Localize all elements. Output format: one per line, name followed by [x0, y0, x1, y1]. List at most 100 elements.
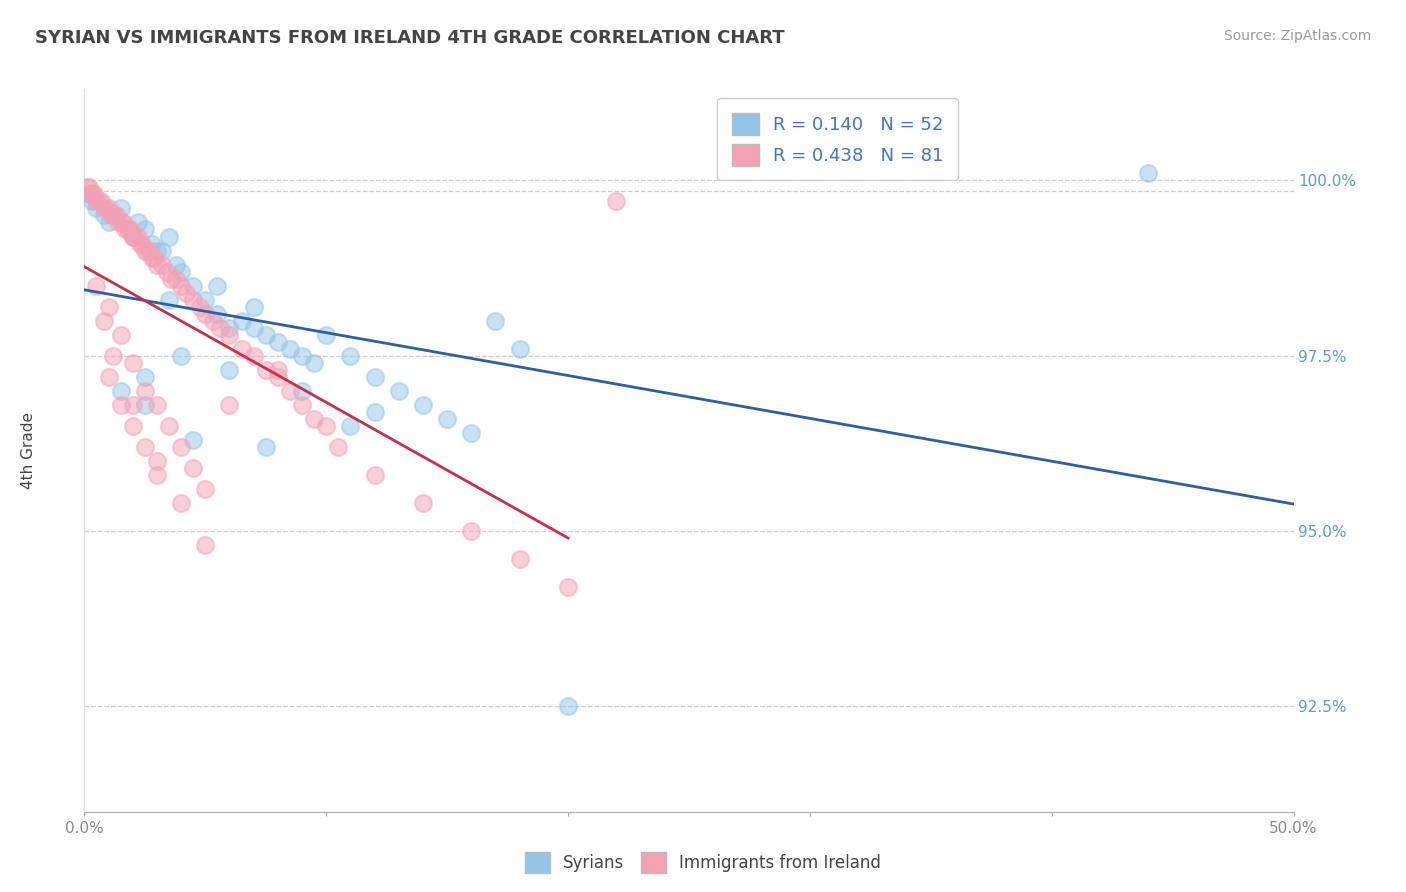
Point	[131, 236, 153, 251]
Point	[218, 398, 240, 412]
Point	[134, 398, 156, 412]
Point	[136, 244, 159, 258]
Point	[127, 229, 149, 244]
Point	[104, 209, 127, 223]
Point	[97, 369, 120, 384]
Point	[363, 369, 385, 384]
Point	[121, 398, 143, 412]
Point	[110, 215, 132, 229]
Legend: R = 0.140   N = 52, R = 0.438   N = 81: R = 0.140 N = 52, R = 0.438 N = 81	[717, 98, 957, 180]
Text: Source: ZipAtlas.com: Source: ZipAtlas.com	[1223, 29, 1371, 43]
Point	[181, 293, 204, 307]
Point	[509, 342, 531, 356]
Point	[254, 327, 277, 342]
Point	[278, 342, 301, 356]
Point	[194, 538, 217, 552]
Point	[460, 524, 482, 538]
Point	[267, 334, 290, 349]
Point	[141, 236, 163, 251]
Point	[181, 278, 204, 293]
Point	[181, 461, 204, 475]
Legend: Syrians, Immigrants from Ireland: Syrians, Immigrants from Ireland	[517, 846, 889, 880]
Point	[117, 222, 139, 236]
Point	[134, 369, 156, 384]
Point	[110, 384, 132, 398]
Point	[201, 314, 224, 328]
Point	[278, 384, 301, 398]
Point	[134, 222, 156, 236]
Point	[134, 440, 156, 454]
Point	[170, 440, 193, 454]
Point	[143, 251, 166, 265]
Point	[242, 320, 264, 334]
Point	[302, 412, 325, 426]
Point	[114, 222, 136, 236]
Point	[141, 251, 163, 265]
Point	[117, 222, 139, 236]
Point	[87, 194, 110, 209]
Point	[267, 369, 290, 384]
Point	[242, 349, 264, 363]
Point	[134, 244, 156, 258]
Point	[218, 363, 240, 377]
Point	[121, 418, 143, 433]
Point	[509, 552, 531, 566]
Point	[146, 468, 169, 483]
Point	[97, 202, 120, 216]
Point	[363, 405, 385, 419]
Point	[231, 314, 253, 328]
Point	[291, 349, 314, 363]
Point	[363, 468, 385, 483]
Point	[436, 412, 458, 426]
Point	[90, 194, 112, 209]
Point	[138, 244, 160, 258]
Point	[170, 349, 193, 363]
Point	[124, 229, 146, 244]
Point	[77, 187, 100, 202]
Point	[146, 244, 169, 258]
Point	[103, 349, 125, 363]
Point	[181, 433, 204, 447]
Point	[170, 278, 193, 293]
Point	[557, 699, 579, 714]
Y-axis label: 4th Grade: 4th Grade	[21, 412, 35, 489]
Point	[218, 320, 240, 334]
Point	[170, 496, 193, 510]
Point	[291, 384, 314, 398]
Point	[86, 278, 108, 293]
Point	[174, 285, 197, 300]
Point	[315, 327, 337, 342]
Point	[194, 482, 217, 496]
Point	[146, 398, 169, 412]
Point	[1137, 166, 1160, 180]
Point	[388, 384, 411, 398]
Point	[170, 264, 193, 278]
Point	[315, 418, 337, 433]
Point	[127, 215, 149, 229]
Point	[157, 293, 180, 307]
Point	[194, 293, 217, 307]
Point	[254, 440, 277, 454]
Point	[86, 202, 108, 216]
Point	[93, 202, 115, 216]
Point	[150, 244, 173, 258]
Point	[207, 307, 229, 321]
Point	[254, 363, 277, 377]
Point	[557, 580, 579, 594]
Point	[194, 307, 217, 321]
Point	[291, 398, 314, 412]
Point	[107, 215, 129, 229]
Point	[218, 327, 240, 342]
Text: SYRIAN VS IMMIGRANTS FROM IRELAND 4TH GRADE CORRELATION CHART: SYRIAN VS IMMIGRANTS FROM IRELAND 4TH GR…	[35, 29, 785, 46]
Point	[93, 209, 115, 223]
Point	[110, 327, 132, 342]
Point	[328, 440, 350, 454]
Point	[110, 202, 132, 216]
Point	[460, 425, 482, 440]
Point	[155, 264, 177, 278]
Point	[190, 300, 212, 314]
Point	[121, 229, 143, 244]
Point	[94, 202, 117, 216]
Point	[242, 300, 264, 314]
Point	[120, 222, 142, 236]
